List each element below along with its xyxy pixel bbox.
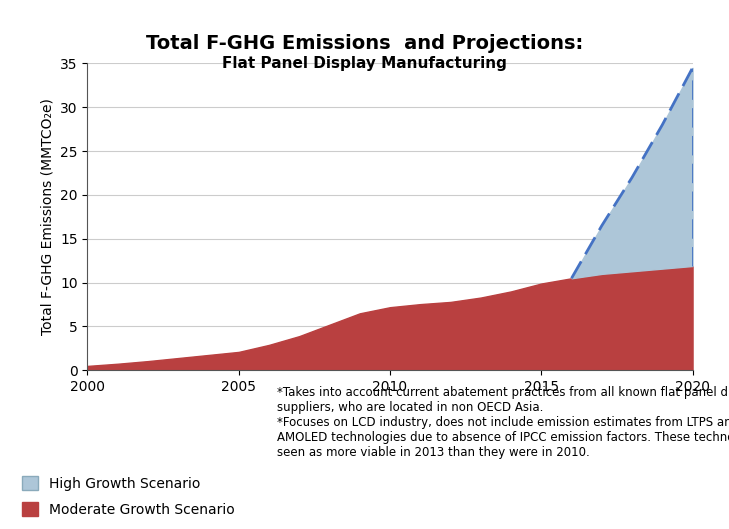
Text: Flat Panel Display Manufacturing: Flat Panel Display Manufacturing xyxy=(222,56,507,70)
Text: *Takes into account current abatement practices from all known flat panel displa: *Takes into account current abatement pr… xyxy=(277,386,729,459)
Legend: High Growth Scenario, Moderate Growth Scenario: High Growth Scenario, Moderate Growth Sc… xyxy=(22,476,235,517)
Y-axis label: Total F-GHG Emissions (MMTCO₂e): Total F-GHG Emissions (MMTCO₂e) xyxy=(41,98,55,335)
Text: Total F-GHG Emissions  and Projections:: Total F-GHG Emissions and Projections: xyxy=(146,34,583,53)
